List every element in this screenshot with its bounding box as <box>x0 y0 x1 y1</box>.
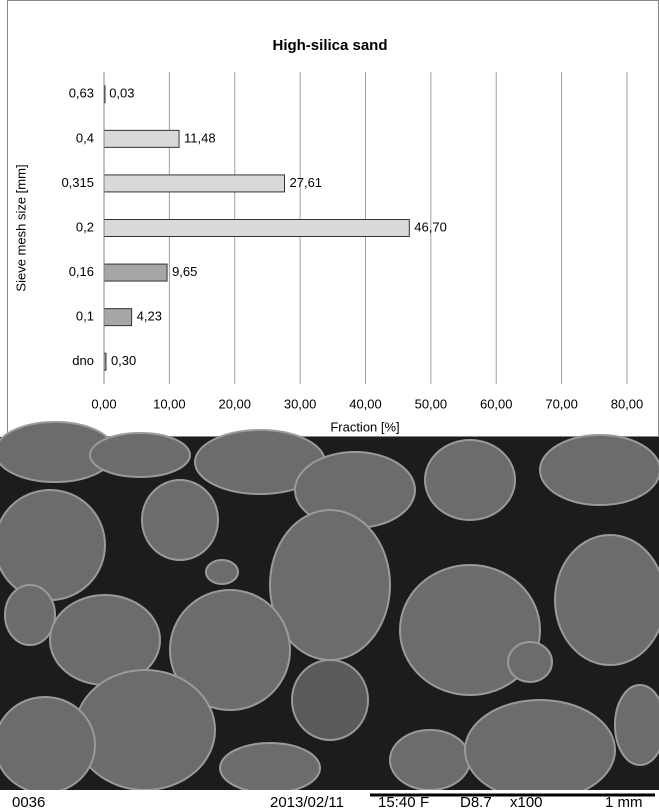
x-tick-label: 30,00 <box>284 396 317 411</box>
page: High-silica sand Fraction [%] Sieve mesh… <box>0 0 659 812</box>
value-label: 46,70 <box>414 219 447 234</box>
y-tick-label: 0,1 <box>76 309 94 324</box>
x-axis-label: Fraction [%] <box>330 419 399 434</box>
scale-label: 1 mm <box>605 794 643 811</box>
y-tick-label: 0,4 <box>76 130 94 145</box>
x-tick-label: 70,00 <box>545 396 578 411</box>
bar <box>104 130 179 147</box>
bar <box>104 309 132 326</box>
value-label: 27,61 <box>290 175 323 190</box>
chart-title: High-silica sand <box>272 37 387 54</box>
y-axis-label: Sieve mesh size [mm] <box>13 164 28 291</box>
x-tick-label: 0,00 <box>91 396 116 411</box>
value-label: 4,23 <box>137 309 162 324</box>
x-tick-label: 60,00 <box>480 396 513 411</box>
micrograph: 0036 2013/02/11 15:40 F D8.7 x100 1 mm <box>0 422 659 812</box>
value-label: 11,48 <box>184 130 216 145</box>
time: 15:40 <box>378 794 416 811</box>
y-tick-label: dno <box>72 353 94 368</box>
value-label: 0,03 <box>109 86 134 101</box>
y-tick-label: 0,63 <box>69 86 94 101</box>
value-label: 9,65 <box>172 264 197 279</box>
chart-frame <box>8 1 659 437</box>
date: 2013/02/11 <box>270 794 344 811</box>
x-tick-label: 20,00 <box>218 396 251 411</box>
bar <box>104 264 167 281</box>
y-tick-label: 0,16 <box>69 264 94 279</box>
bar <box>104 175 285 192</box>
x-tick-label: 10,00 <box>153 396 186 411</box>
x-tick-label: 80,00 <box>611 396 644 411</box>
y-tick-label: 0,2 <box>76 219 94 234</box>
image-number: 0036 <box>12 794 45 811</box>
working-distance: D8.7 <box>460 794 492 811</box>
bar <box>104 220 409 237</box>
mode: F <box>420 794 429 811</box>
magnification: x100 <box>510 794 543 811</box>
y-tick-label: 0,315 <box>61 175 94 190</box>
value-label: 0,30 <box>111 353 136 368</box>
x-tick-label: 40,00 <box>349 396 382 411</box>
x-tick-label: 50,00 <box>415 396 448 411</box>
